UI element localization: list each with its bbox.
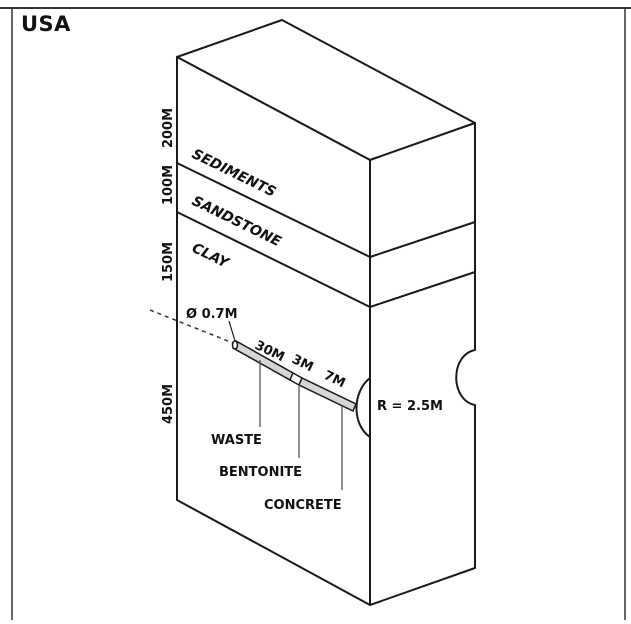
callout-leaders — [259, 360, 343, 490]
depth-label-clay: 150M — [161, 242, 176, 282]
boundary-sediments-sandstone — [176, 162, 371, 258]
depth-label-sandstone: 100M — [161, 165, 176, 205]
callout-concrete: CONCRETE — [264, 498, 342, 513]
callout-waste: WASTE — [211, 433, 262, 448]
borehole-end-cap — [231, 340, 239, 350]
rock-block — [176, 19, 476, 606]
tunnel-radius-label: R = 2.5M — [377, 399, 443, 414]
boundary-sandstone-clay — [176, 211, 371, 308]
block-left-face — [176, 56, 371, 606]
tunnel-opening — [355, 377, 371, 438]
borehole — [231, 339, 357, 413]
callout-bentonite: BENTONITE — [219, 465, 302, 480]
boundary-right-2 — [369, 271, 476, 308]
diameter-leader — [228, 320, 236, 342]
depth-label-host-rock: 450M — [161, 384, 176, 424]
depth-label-sediments: 200M — [161, 108, 176, 148]
country-title: USA — [21, 12, 71, 36]
layer-boundaries — [176, 162, 476, 308]
diameter-label: Ø 0.7M — [186, 307, 238, 322]
borehole-concrete-segment — [298, 376, 357, 413]
boundary-right-1 — [369, 221, 476, 258]
